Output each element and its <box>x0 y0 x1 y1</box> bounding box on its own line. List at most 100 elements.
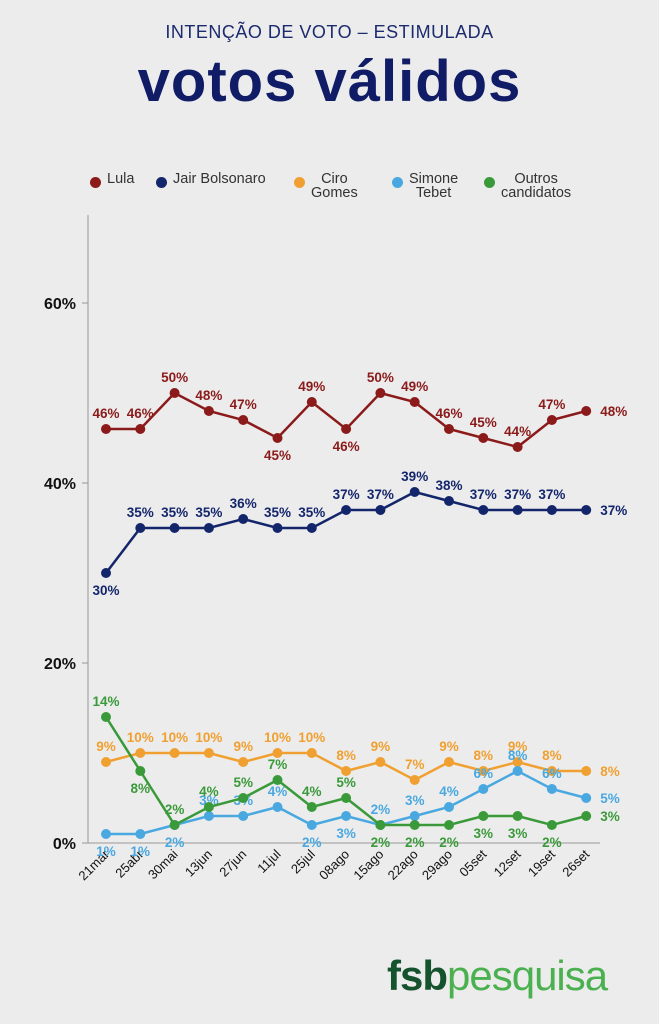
data-point <box>101 829 111 839</box>
data-point <box>341 811 352 821</box>
data-label: 2% <box>371 835 391 850</box>
data-point <box>169 523 180 533</box>
data-label: 6% <box>474 766 494 781</box>
data-point <box>101 568 111 578</box>
data-point <box>512 505 523 515</box>
data-point <box>375 757 386 767</box>
data-label: 37% <box>504 487 531 502</box>
data-point <box>546 820 557 830</box>
data-label: 2% <box>439 835 459 850</box>
legend-marker <box>156 177 167 188</box>
data-label: 36% <box>230 496 257 511</box>
data-label: 8% <box>600 764 620 779</box>
data-label: 47% <box>538 397 565 412</box>
data-label: 4% <box>439 784 459 799</box>
legend-label: Lula <box>107 171 135 187</box>
data-point <box>409 397 420 407</box>
data-label: 5% <box>233 775 253 790</box>
data-label: 50% <box>161 370 188 385</box>
data-label: 2% <box>302 835 322 850</box>
data-label: 2% <box>165 802 185 817</box>
data-label: 9% <box>233 739 253 754</box>
fsb-pesquisa-logo: fsbpesquisa <box>387 946 608 1006</box>
y-tick-label: 20% <box>44 656 76 673</box>
legend-marker <box>392 177 403 188</box>
data-label: 2% <box>405 835 425 850</box>
x-tick-label: 11jul <box>254 846 283 875</box>
data-label: 8% <box>336 748 356 763</box>
data-label: 44% <box>504 424 531 439</box>
legend-label: Simone Tebet <box>409 171 459 201</box>
data-label: 38% <box>435 478 462 493</box>
data-label: 8% <box>542 748 562 763</box>
data-label: 5% <box>600 791 620 806</box>
data-point <box>169 820 180 830</box>
data-label: 2% <box>371 802 391 817</box>
data-label: 9% <box>371 739 391 754</box>
data-point <box>581 406 592 416</box>
data-point <box>135 766 146 776</box>
data-point <box>272 523 283 533</box>
data-point <box>546 415 557 425</box>
data-label: 9% <box>96 739 116 754</box>
data-point <box>581 766 592 776</box>
data-point <box>478 784 489 794</box>
data-label: 3% <box>405 793 425 808</box>
data-label: 49% <box>401 379 428 394</box>
data-point <box>444 820 454 830</box>
data-label: 37% <box>600 503 627 518</box>
data-label: 10% <box>298 730 325 745</box>
data-point <box>478 505 489 515</box>
data-label: 10% <box>264 730 291 745</box>
data-point <box>203 811 214 821</box>
data-label: 47% <box>230 397 257 412</box>
data-label: 46% <box>92 406 119 421</box>
data-label: 46% <box>127 406 154 421</box>
data-label: 1% <box>96 844 116 859</box>
y-tick-label: 0% <box>53 836 76 853</box>
data-label: 46% <box>435 406 462 421</box>
x-tick-label: 27jun <box>216 847 249 880</box>
data-point <box>306 523 317 533</box>
data-point <box>135 424 146 434</box>
data-point <box>203 748 214 758</box>
data-label: 50% <box>367 370 394 385</box>
legend-label: Jair Bolsonaro <box>173 171 266 187</box>
legend-label: Outros candidatos <box>501 171 572 201</box>
data-point <box>409 775 420 785</box>
data-label: 3% <box>199 793 219 808</box>
data-point <box>375 388 386 398</box>
data-label: 45% <box>470 415 497 430</box>
data-point <box>238 757 249 767</box>
legend-item-outros: Outros candidatos <box>484 168 571 200</box>
data-point <box>409 811 420 821</box>
data-point <box>306 820 317 830</box>
logo-part-pesquisa: pesquisa <box>447 952 608 999</box>
data-label: 9% <box>439 739 459 754</box>
data-label: 30% <box>92 583 119 598</box>
data-point <box>341 766 352 776</box>
legend-label: Ciro Gomes <box>311 171 358 201</box>
data-label: 45% <box>264 448 291 463</box>
data-point <box>238 514 249 524</box>
data-label: 2% <box>542 835 562 850</box>
data-label: 10% <box>161 730 188 745</box>
data-label: 10% <box>195 730 222 745</box>
data-point <box>581 811 592 821</box>
data-point <box>169 388 180 398</box>
data-label: 35% <box>195 505 222 520</box>
data-label: 9% <box>508 739 528 754</box>
data-label: 49% <box>298 379 325 394</box>
x-tick-label: 12set <box>491 846 524 879</box>
data-point <box>238 415 249 425</box>
data-label: 7% <box>268 757 288 772</box>
data-label: 6% <box>542 766 562 781</box>
data-label: 4% <box>199 784 219 799</box>
chart-title: votos válidos <box>137 49 522 114</box>
legend-marker <box>90 177 101 188</box>
data-label: 1% <box>131 844 151 859</box>
data-point <box>101 424 111 434</box>
data-label: 35% <box>298 505 325 520</box>
y-tick-label: 60% <box>44 296 76 313</box>
data-label: 46% <box>333 439 360 454</box>
